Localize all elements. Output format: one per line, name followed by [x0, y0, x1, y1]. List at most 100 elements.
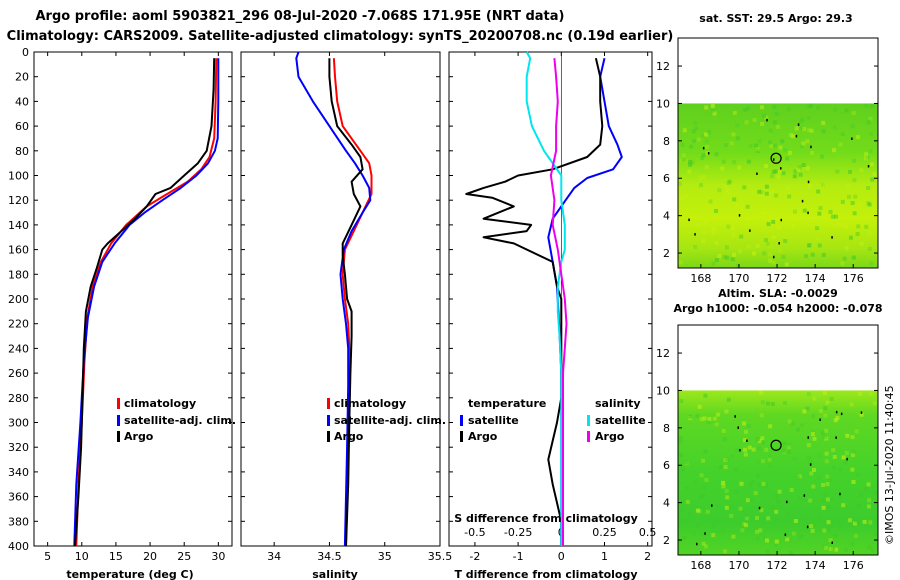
- map-pixel: [771, 505, 776, 510]
- x-tick-label: 15: [109, 550, 123, 563]
- island-speck: [819, 418, 821, 421]
- map-pixel: [725, 255, 730, 260]
- map-pixel: [771, 208, 776, 213]
- map-pixel: [711, 261, 716, 266]
- map-pixel: [755, 529, 759, 534]
- map-pixel: [762, 211, 767, 216]
- x-tick-label: 1: [601, 550, 608, 563]
- map-pixel: [701, 532, 706, 537]
- map-pixel: [829, 478, 833, 483]
- island-speck: [688, 218, 690, 222]
- map-pixel: [757, 139, 762, 144]
- map-pixel: [776, 499, 781, 504]
- map-pixel: [688, 162, 693, 167]
- map-pixel: [809, 524, 813, 529]
- island-speck: [846, 457, 848, 461]
- map-pixel: [756, 459, 761, 464]
- map-pixel: [748, 143, 753, 148]
- map-pixel: [760, 400, 765, 405]
- map-pixel: [764, 184, 769, 189]
- x-tick-label: 30: [211, 550, 225, 563]
- island-speck: [807, 436, 809, 439]
- map-pixel: [712, 416, 717, 421]
- map-pixel: [792, 174, 797, 179]
- map-pixel: [742, 421, 746, 426]
- map-pixel: [731, 226, 735, 231]
- map-pixel: [807, 455, 812, 460]
- map-pixel: [751, 447, 756, 452]
- map-pixel: [679, 399, 684, 404]
- map-pixel: [699, 417, 704, 422]
- depth-tick-label: 60: [15, 120, 29, 133]
- map-pixel: [748, 482, 753, 487]
- island-speck: [773, 255, 775, 259]
- map-pixel: [806, 392, 811, 396]
- map-pixel: [724, 489, 729, 494]
- legend-swatch-argo: [327, 431, 330, 442]
- map-pixel: [823, 413, 828, 418]
- map-pixel: [826, 527, 831, 532]
- legend-label-s-satellite: satellite: [595, 414, 646, 427]
- map-pixel: [867, 498, 872, 503]
- sla-map-title-line1: Altim. SLA: -0.0029: [718, 287, 838, 300]
- map-pixel: [732, 160, 737, 165]
- map-pixel: [762, 535, 767, 540]
- map-pixel: [832, 148, 836, 153]
- map-pixel: [849, 402, 854, 407]
- depth-tick-label: 340: [8, 466, 29, 479]
- map-pixel: [825, 482, 830, 487]
- map-pixel: [774, 111, 779, 116]
- map-pixel: [828, 209, 833, 214]
- map-pixel: [731, 232, 736, 237]
- map-pixel: [852, 521, 857, 526]
- map-pixel: [872, 172, 877, 176]
- lat-tick-label: 10: [656, 97, 670, 110]
- map-pixel: [792, 456, 797, 461]
- map-pixel: [824, 436, 829, 441]
- map-pixel: [771, 260, 776, 265]
- series-line-climatology: [75, 58, 218, 547]
- map-pixel: [705, 509, 710, 514]
- map-pixel: [825, 474, 830, 479]
- legend-header-temperature: temperature: [468, 397, 546, 410]
- map-pixel: [742, 438, 747, 443]
- x-tick-label: 5: [44, 550, 51, 563]
- legend-label-climatology: climatology: [124, 397, 196, 410]
- map-pixel: [790, 224, 795, 229]
- map-pixel: [778, 145, 783, 150]
- map-pixel: [678, 439, 683, 444]
- depth-tick-label: 100: [8, 170, 29, 183]
- map-pixel: [767, 192, 772, 197]
- map-pixel: [773, 143, 777, 148]
- island-speck: [786, 500, 788, 504]
- map-pixel: [857, 392, 862, 396]
- legend-swatch-satellite: [327, 415, 330, 426]
- map-pixel: [817, 243, 822, 248]
- map-pixel: [831, 448, 836, 453]
- map-pixel: [811, 219, 816, 224]
- map-pixel: [865, 155, 870, 160]
- map-pixel: [760, 191, 765, 196]
- map-pixel: [774, 193, 779, 198]
- map-pixel: [786, 186, 791, 191]
- map-pixel: [726, 397, 731, 402]
- legend-swatch-argo: [117, 431, 120, 442]
- map-pixel: [816, 189, 821, 194]
- map-pixel: [682, 158, 687, 163]
- map-pixel: [701, 541, 706, 546]
- x-tick-label: -2: [469, 550, 480, 563]
- map-data-field: [678, 390, 878, 555]
- map-pixel: [768, 140, 772, 145]
- map-pixel: [777, 225, 781, 230]
- island-speck: [702, 146, 705, 150]
- map-pixel: [755, 516, 759, 520]
- map-pixel: [802, 409, 807, 414]
- map-pixel: [759, 390, 764, 395]
- series-line-satellite-adj-clim: [73, 58, 220, 547]
- map-pixel: [705, 151, 710, 156]
- lat-tick-label: 12: [656, 347, 670, 360]
- map-pixel: [681, 467, 686, 472]
- map-pixel: [840, 132, 845, 137]
- map-pixel: [752, 251, 756, 256]
- legend-label-s-argo: Argo: [595, 430, 625, 443]
